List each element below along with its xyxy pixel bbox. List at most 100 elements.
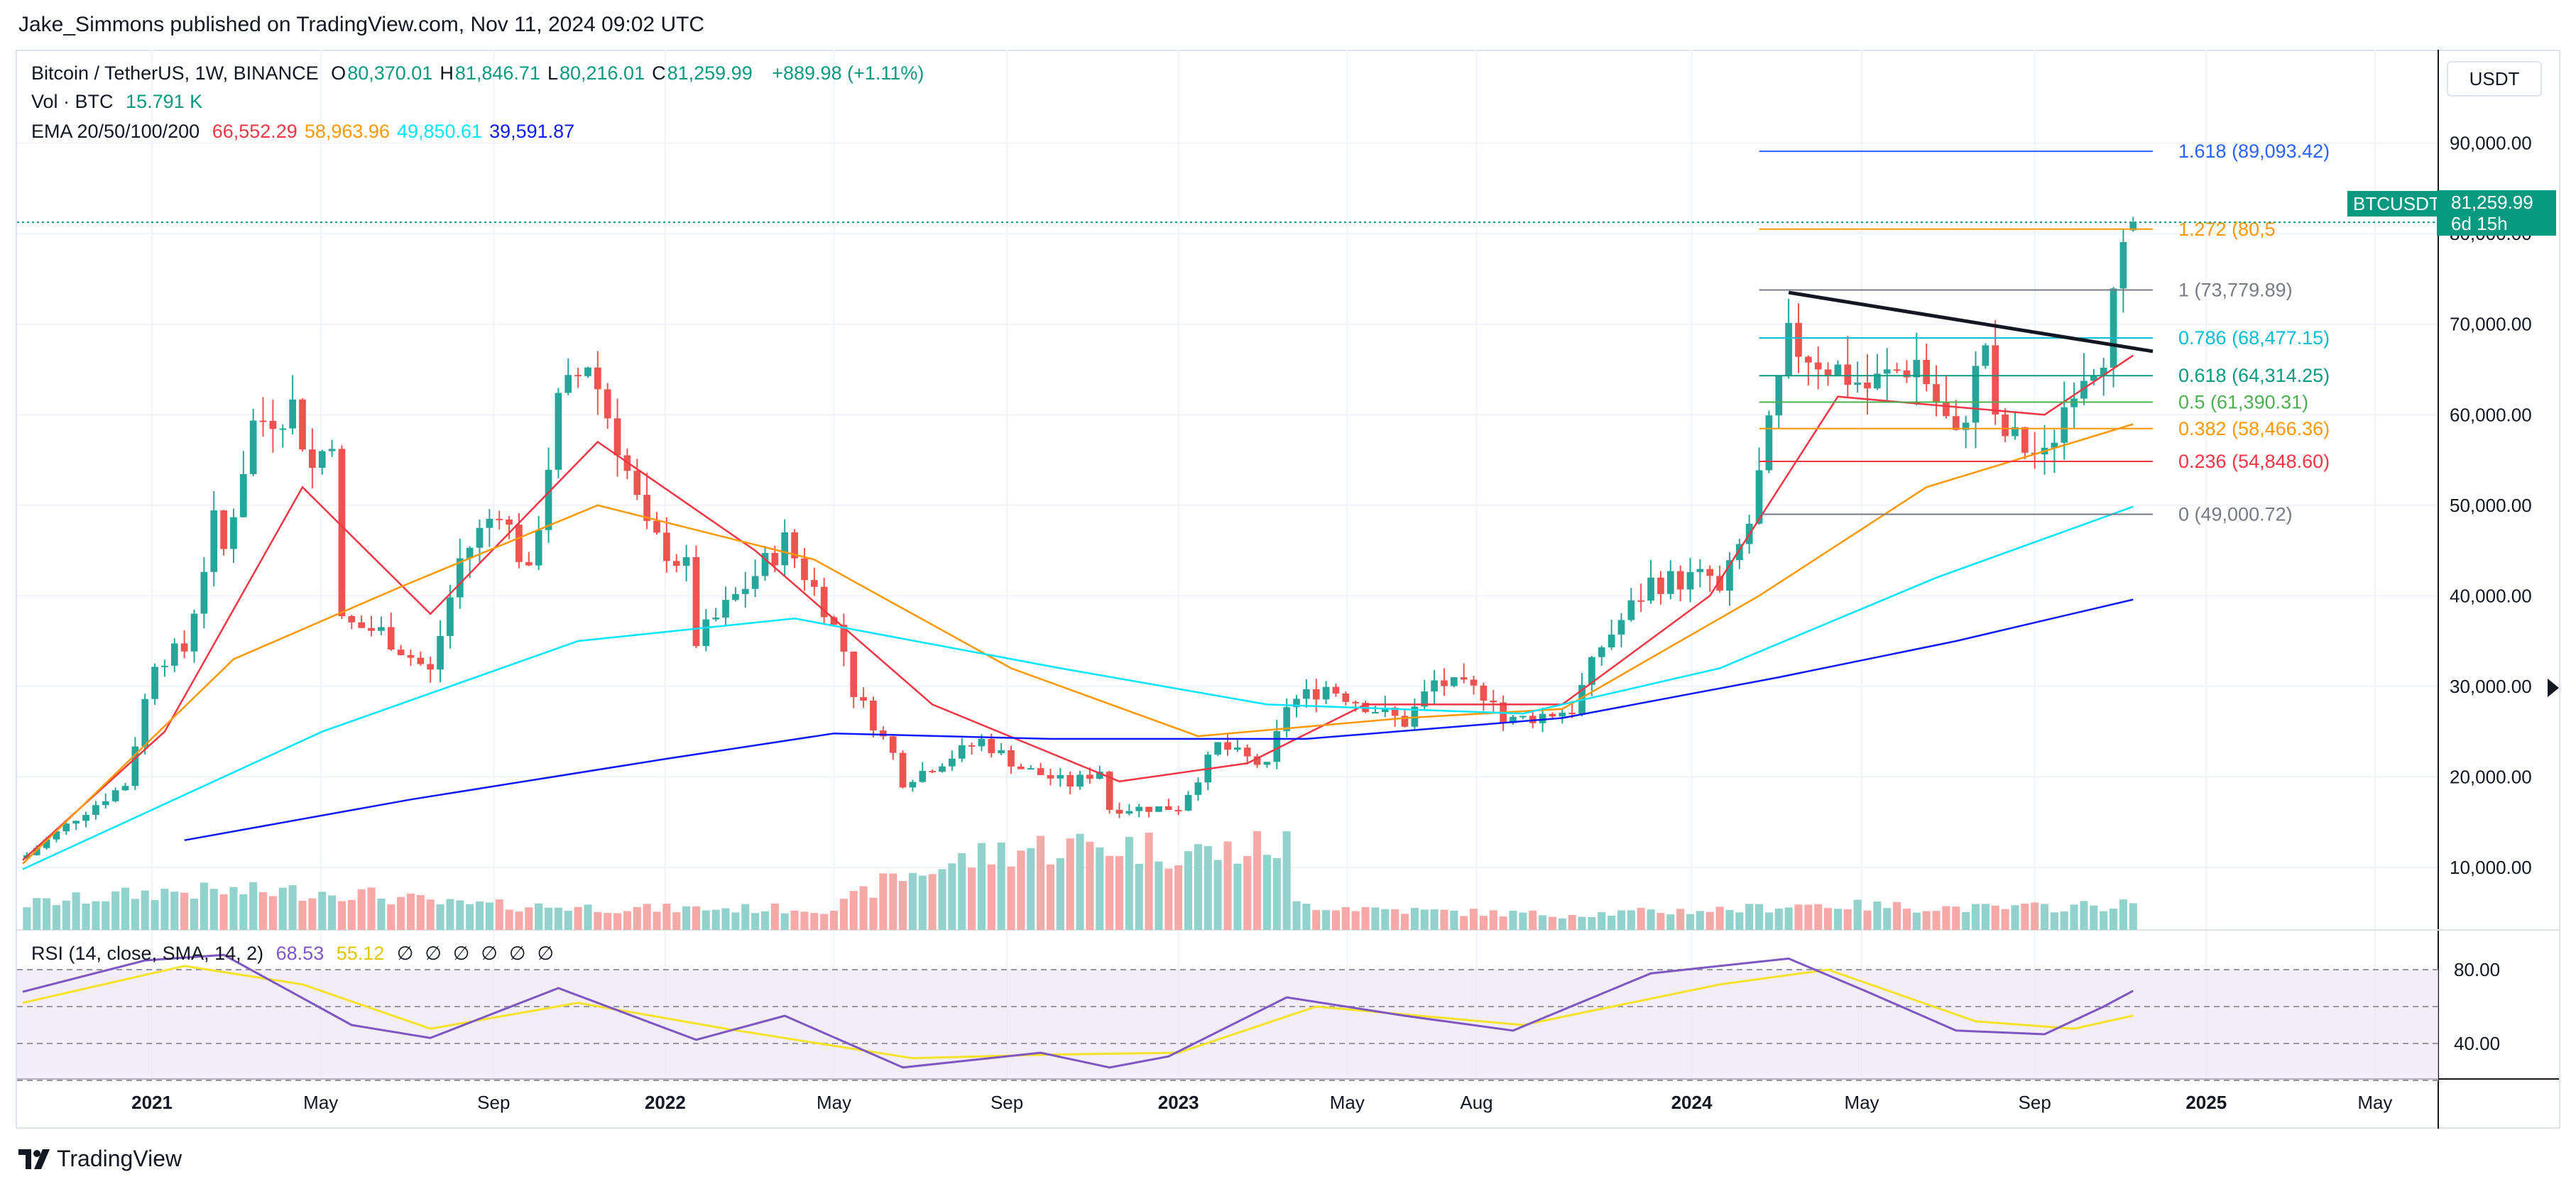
volume-bar — [1529, 910, 1537, 930]
candle-body — [879, 730, 887, 737]
volume-bar — [1470, 909, 1478, 930]
candle-body — [682, 557, 690, 566]
volume-bar — [1164, 868, 1173, 930]
volume-bar — [1804, 904, 1813, 930]
x-tick-label: Sep — [990, 1092, 1023, 1113]
volume-bar — [594, 911, 602, 930]
candle-body — [1962, 422, 1970, 430]
y-tick-label: 40,000.00 — [2450, 585, 2532, 606]
fib-level-label: 0.236 (54,848.60) — [2178, 451, 2330, 472]
candle-body — [1372, 712, 1379, 714]
volume-bar — [869, 897, 878, 930]
candle-body — [1076, 774, 1084, 787]
candle-body — [1017, 766, 1025, 769]
volume-bar — [653, 911, 661, 930]
candle-body — [840, 625, 848, 652]
candle-body — [1086, 774, 1093, 779]
candle-body — [1391, 707, 1399, 716]
ohlc-value-l: 80,216.01 — [559, 62, 645, 84]
currency-button[interactable]: USDT — [2447, 61, 2542, 97]
candle-body — [1135, 806, 1143, 811]
rsi-empty-mark: ∅ — [425, 943, 442, 964]
candle-body — [889, 736, 897, 753]
ohlc-key-o: O — [331, 62, 346, 84]
candle-body — [1666, 571, 1674, 594]
volume-bar — [426, 899, 435, 930]
candle-body — [1755, 470, 1763, 524]
rsi-tick-label: 80.00 — [2454, 959, 2500, 980]
volume-bar — [1489, 910, 1497, 930]
fib-level-label: 1.272 (80,5 — [2178, 219, 2276, 240]
candle-body — [1972, 366, 1980, 423]
volume-bar — [121, 887, 130, 930]
volume-bar — [613, 913, 622, 930]
volume-bar — [170, 892, 179, 930]
volume-bar — [1233, 863, 1242, 930]
volume-bar — [928, 874, 937, 930]
volume-bar — [505, 909, 513, 930]
volume-bar — [1027, 848, 1035, 930]
volume-bar — [1578, 916, 1586, 930]
candle-body — [1952, 416, 1960, 430]
candle-body — [1243, 747, 1251, 757]
volume-label: Vol · BTC — [31, 91, 114, 112]
volume-bar — [731, 912, 740, 930]
volume-value: 15.791 K — [126, 91, 203, 112]
x-tick-label: 2023 — [1158, 1092, 1199, 1113]
chart-frame — [16, 50, 2560, 1129]
ema-value-2: 49,850.61 — [396, 121, 483, 142]
candle-body — [515, 525, 523, 562]
volume-bar — [1037, 835, 1045, 930]
volume-bar — [997, 842, 1005, 930]
volume-bar — [2060, 911, 2068, 930]
candle-body — [939, 766, 946, 772]
x-tick-label: May — [1330, 1092, 1365, 1113]
volume-bar — [160, 889, 169, 930]
candle-body — [1490, 700, 1497, 703]
volume-bar — [1145, 833, 1153, 930]
y-tick-label: 50,000.00 — [2450, 495, 2532, 516]
volume-bar — [1292, 901, 1301, 930]
volume-bar — [456, 900, 464, 930]
candle-body — [998, 750, 1005, 754]
candle-body — [387, 627, 395, 650]
volume-bar — [1184, 851, 1193, 930]
candle-body — [1224, 742, 1231, 750]
volume-bar — [2001, 909, 2009, 930]
volume-bar — [268, 896, 277, 930]
volume-bar — [760, 911, 770, 930]
volume-bar — [623, 911, 631, 930]
volume-bar — [298, 900, 307, 930]
rsi-label: RSI (14, close, SMA, 14, 2) — [31, 943, 264, 964]
volume-bar — [721, 908, 730, 930]
ema-value-0: 66,552.29 — [212, 121, 298, 142]
candle-body — [368, 628, 375, 631]
candle-body — [328, 449, 336, 451]
ohlc-key-h: H — [440, 62, 454, 84]
volume-bar — [1351, 911, 1360, 930]
scroll-to-price-icon[interactable] — [2548, 679, 2559, 697]
candle-body — [1155, 806, 1162, 812]
volume-bar — [633, 906, 641, 930]
ema-line-ema100 — [22, 505, 2134, 870]
volume-bar — [1400, 914, 1409, 930]
volume-bar — [249, 882, 258, 930]
candle-body — [1312, 689, 1320, 700]
candle-body — [1814, 362, 1822, 370]
candle-body — [2080, 380, 2087, 399]
candle-body — [190, 613, 198, 652]
candle-body — [1549, 713, 1556, 717]
ema-line-ema200 — [184, 598, 2134, 841]
candle-body — [1401, 716, 1409, 727]
volume-bar — [2040, 904, 2049, 930]
candle-body — [1854, 382, 1862, 385]
tradingview-logo[interactable]: TradingView — [18, 1146, 182, 1172]
candle-body — [111, 790, 119, 801]
volume-bar — [357, 889, 366, 930]
candle-body — [663, 532, 670, 561]
rsi-tick-label: 40.00 — [2454, 1033, 2500, 1054]
candle-body — [1676, 571, 1684, 590]
candle-body — [1174, 810, 1182, 812]
volume-bar — [564, 911, 572, 930]
